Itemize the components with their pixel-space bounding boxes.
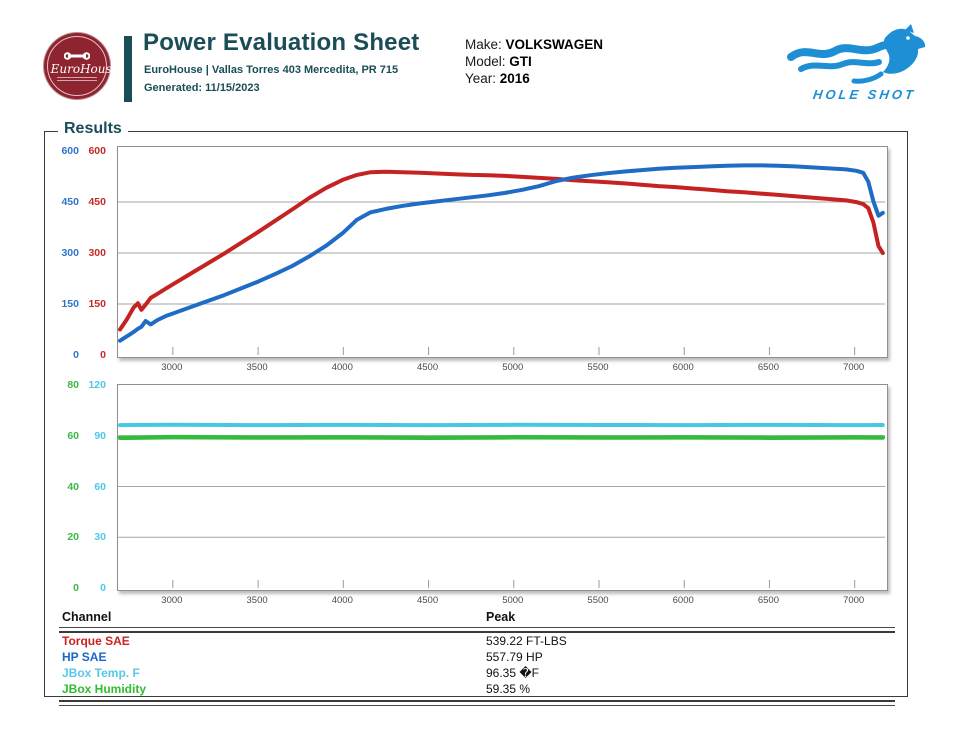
rpm-axis-labels: 3000 3500 4000 4500 5000 5500 6000 6500 7000 bbox=[161, 362, 865, 373]
table-row: Torque SAE 539.22 FT-LBS bbox=[59, 633, 895, 649]
table-row: HP SAE 557.79 HP bbox=[59, 649, 895, 665]
results-section: Results 600 450 300 150 0 600 450 300 150 0 3000… bbox=[44, 120, 908, 706]
channel-name: JBox Temp. F bbox=[62, 666, 140, 680]
table-header-divider bbox=[59, 627, 895, 633]
table-bottom-divider bbox=[59, 700, 895, 706]
generated-date: Generated: 11/15/2023 bbox=[144, 82, 260, 94]
vehicle-year: Year: 2016 bbox=[465, 71, 530, 86]
logo-text: EuroHouse bbox=[50, 62, 119, 76]
channel-name: Torque SAE bbox=[62, 634, 130, 648]
channel-name: HP SAE bbox=[62, 650, 107, 664]
table-header-row: Channel Peak bbox=[59, 609, 895, 627]
holeshot-brand-text: HOLE SHOT bbox=[812, 87, 917, 102]
torque-axis-labels: 600 450 300 150 0 bbox=[88, 145, 106, 361]
power-torque-plot-area bbox=[117, 146, 888, 358]
holeshot-logo: HOLE SHOT bbox=[782, 24, 947, 114]
wrench-icon bbox=[64, 52, 90, 60]
page-title: Power Evaluation Sheet bbox=[143, 29, 420, 56]
logo-ring bbox=[47, 36, 107, 96]
rpm-axis-labels: 3000 3500 4000 4500 5000 5500 6000 6500 7000 bbox=[161, 595, 865, 606]
results-table-rows: Torque SAE 539.22 FT-LBS HP SAE 557.79 HP JB… bbox=[59, 633, 895, 697]
vehicle-make: Make: VOLKSWAGEN bbox=[465, 37, 604, 52]
horse-flame-icon bbox=[786, 24, 925, 84]
peak-column-header: Peak bbox=[486, 610, 516, 624]
peak-value: 539.22 FT-LBS bbox=[486, 634, 567, 648]
eurohouse-logo: EuroHouse bbox=[44, 33, 119, 99]
results-legend: Results bbox=[58, 120, 128, 138]
shop-address: EuroHouse | Vallas Torres 403 Mercedita,… bbox=[144, 64, 399, 76]
peak-value: 59.35 % bbox=[486, 682, 531, 696]
environment-plot-area bbox=[117, 384, 888, 591]
vehicle-info: Make: VOLKSWAGEN Model: GTI Year: 2016 bbox=[465, 36, 603, 87]
vehicle-model: Model: GTI bbox=[465, 54, 532, 69]
title-accent-bar bbox=[124, 36, 132, 102]
temp-axis-labels: 120 90 60 30 0 bbox=[88, 379, 106, 594]
table-row: JBox Temp. F 96.35 �F bbox=[59, 665, 895, 681]
humidity-axis-labels: 80 60 40 20 0 bbox=[67, 379, 79, 594]
channel-name: JBox Humidity bbox=[62, 682, 147, 696]
peak-results-table: Channel Peak Torque SAE 539.22 FT-LBS HP S… bbox=[59, 609, 895, 706]
table-row: JBox Humidity 59.35 % bbox=[59, 681, 895, 697]
peak-value: 96.35 �F bbox=[486, 666, 539, 680]
logo-detail-lines bbox=[57, 77, 97, 81]
channel-column-header: Channel bbox=[62, 610, 112, 624]
peak-value: 557.79 HP bbox=[486, 650, 543, 664]
hp-axis-labels: 600 450 300 150 0 bbox=[61, 145, 79, 361]
